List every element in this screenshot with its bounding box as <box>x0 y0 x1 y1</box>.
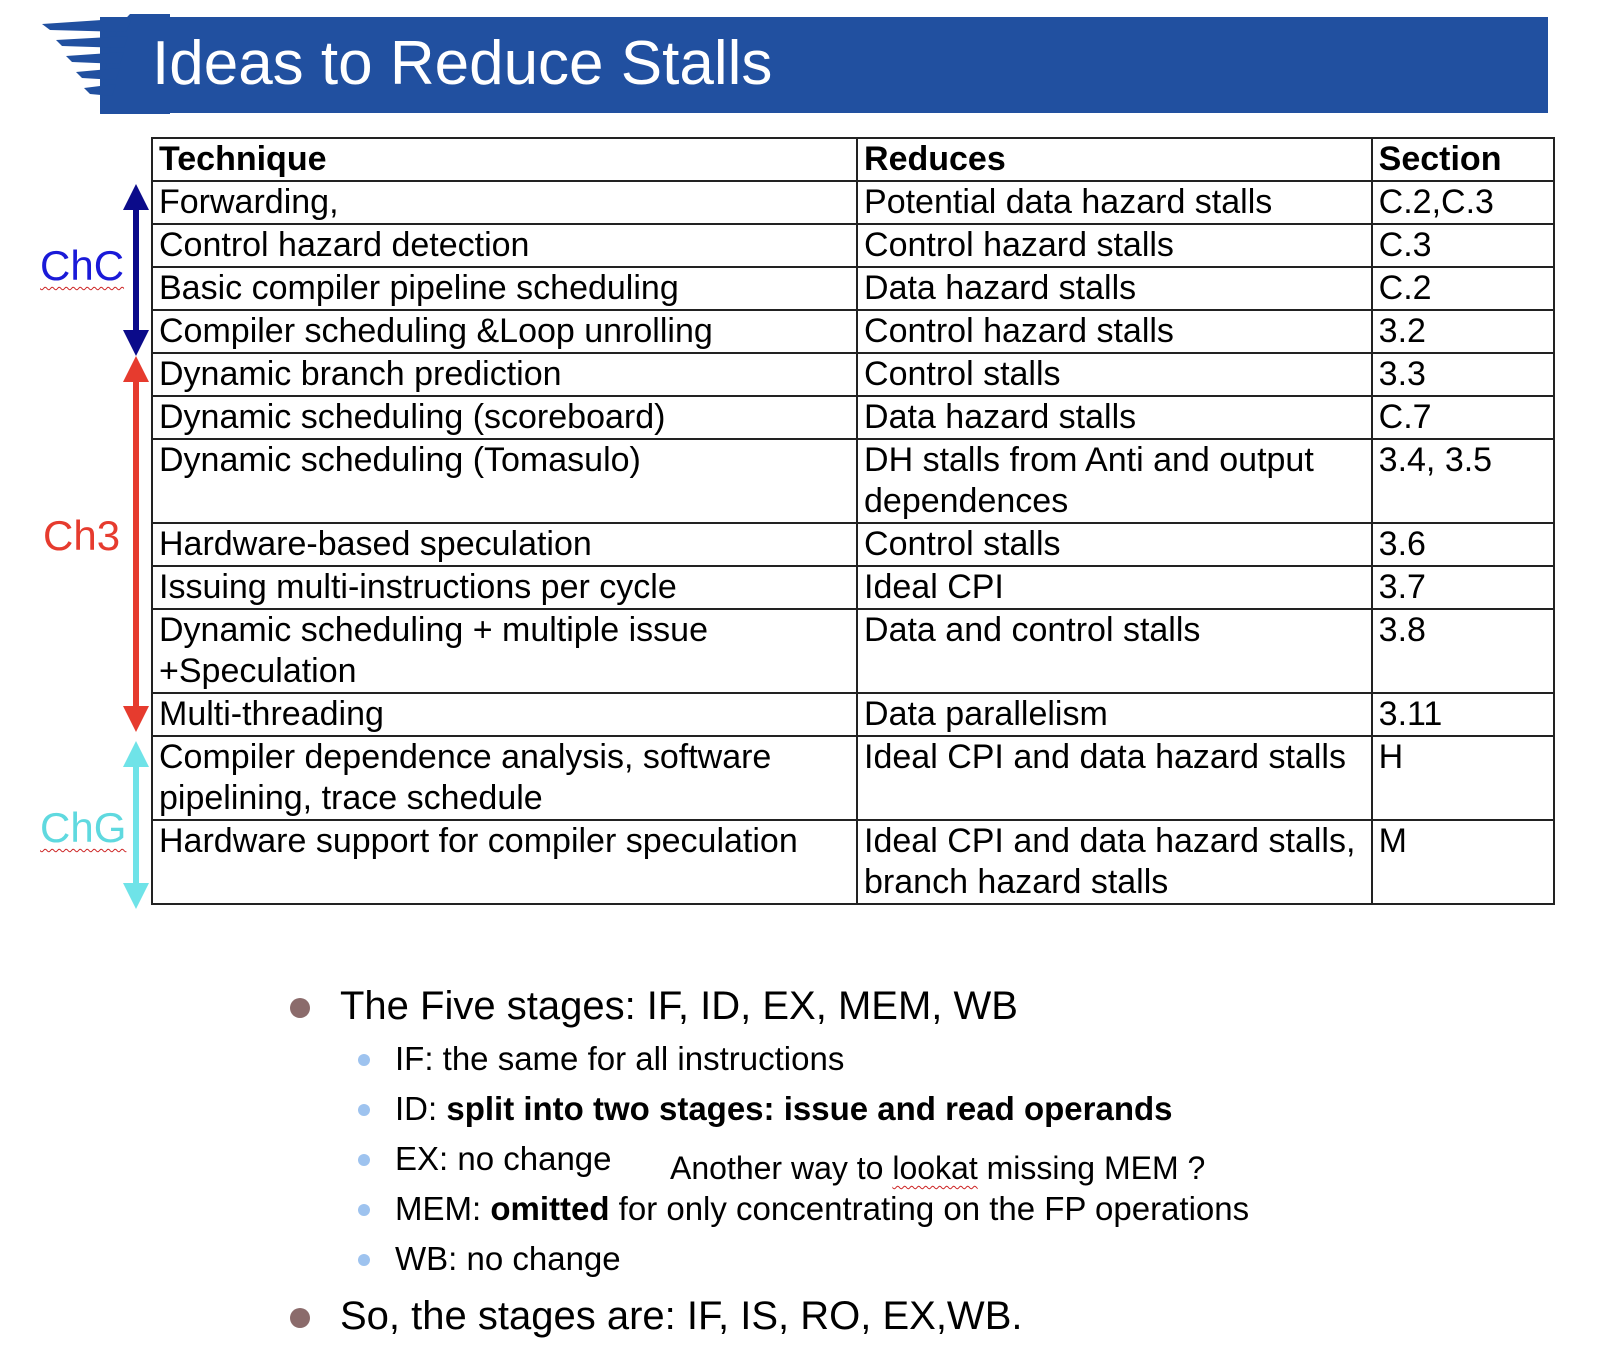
section-cell: 3.7 <box>1370 565 1556 610</box>
technique-cell: Compiler scheduling &Loop unrolling <box>150 309 859 354</box>
eagle-logo <box>42 14 170 114</box>
bullet-dot <box>358 1054 370 1066</box>
reduces-cell: Ideal CPI and data hazard stalls, branch… <box>856 819 1373 905</box>
section-cell: H <box>1370 735 1556 821</box>
sub-bullet: IF: the same for all instructions <box>290 1034 1249 1084</box>
table-row: Hardware-based speculation Control stall… <box>150 522 1556 567</box>
section-cell: 3.8 <box>1370 608 1556 694</box>
technique-cell: Issuing multi-instructions per cycle <box>150 565 859 610</box>
sub-bullet: EX: no change <box>290 1134 1249 1184</box>
bullet-list: The Five stages: IF, ID, EX, MEM, WB IF:… <box>290 978 1249 1344</box>
technique-cell: Control hazard detection <box>150 223 859 268</box>
table-row: Control hazard detection Control hazard … <box>150 223 1556 268</box>
table-header-row: Technique Reduces Section <box>150 137 1556 182</box>
ch3-range-arrow <box>123 356 149 732</box>
section-cell: 3.11 <box>1370 692 1556 737</box>
reduces-cell: Control stalls <box>856 522 1373 567</box>
table-row: Dynamic scheduling (Tomasulo) DH stalls … <box>150 438 1556 524</box>
chapter-label-chg: ChG <box>40 804 127 851</box>
table-row: Dynamic scheduling (scoreboard) Data haz… <box>150 395 1556 440</box>
table-row: Compiler scheduling &Loop unrolling Cont… <box>150 309 1556 354</box>
chapter-label-ch3: Ch3 <box>43 512 121 559</box>
technique-cell: Dynamic scheduling (scoreboard) <box>150 395 859 440</box>
technique-cell: Dynamic branch prediction <box>150 352 859 397</box>
section-cell: 3.2 <box>1370 309 1556 354</box>
table-row: Compiler dependence analysis, software p… <box>150 735 1556 821</box>
bullet-dot <box>358 1254 370 1266</box>
section-cell: C.2 <box>1370 266 1556 311</box>
section-cell: 3.6 <box>1370 522 1556 567</box>
bullet-dot <box>358 1104 370 1116</box>
annotation-note: Another way to lookat missing MEM ? <box>670 1150 1206 1186</box>
section-cell: C.7 <box>1370 395 1556 440</box>
reduces-cell: Control stalls <box>856 352 1373 397</box>
chg-range-arrow <box>123 741 149 909</box>
chc-range-arrow <box>123 184 149 356</box>
section-cell: C.3 <box>1370 223 1556 268</box>
reduces-cell: DH stalls from Anti and output dependenc… <box>856 438 1373 524</box>
reduces-cell: Data hazard stalls <box>856 266 1373 311</box>
techniques-table: Technique Reduces Section Forwarding, Po… <box>150 137 1556 905</box>
technique-cell: Hardware-based speculation <box>150 522 859 567</box>
table-row: Hardware support for compiler speculatio… <box>150 819 1556 905</box>
table-row: Issuing multi-instructions per cycle Ide… <box>150 565 1556 610</box>
section-cell: C.2,C.3 <box>1370 180 1556 225</box>
reduces-cell: Data and control stalls <box>856 608 1373 694</box>
header-technique: Technique <box>150 137 859 182</box>
bullet-dot <box>358 1154 370 1166</box>
reduces-cell: Potential data hazard stalls <box>856 180 1373 225</box>
table-row: Basic compiler pipeline scheduling Data … <box>150 266 1556 311</box>
technique-cell: Dynamic scheduling + multiple issue +Spe… <box>150 608 859 694</box>
table-row: Dynamic scheduling + multiple issue +Spe… <box>150 608 1556 694</box>
bullet-dot <box>290 998 310 1018</box>
reduces-cell: Data parallelism <box>856 692 1373 737</box>
table-row: Forwarding, Potential data hazard stalls… <box>150 180 1556 225</box>
bullet-main: So, the stages are: IF, IS, RO, EX,WB. <box>290 1288 1249 1344</box>
bullet-dot <box>290 1308 310 1328</box>
reduces-cell: Ideal CPI <box>856 565 1373 610</box>
section-cell: M <box>1370 819 1556 905</box>
section-cell: 3.4, 3.5 <box>1370 438 1556 524</box>
reduces-cell: Ideal CPI and data hazard stalls <box>856 735 1373 821</box>
section-cell: 3.3 <box>1370 352 1556 397</box>
bullet-main: The Five stages: IF, ID, EX, MEM, WB <box>290 978 1249 1034</box>
reduces-cell: Control hazard stalls <box>856 223 1373 268</box>
technique-cell: Basic compiler pipeline scheduling <box>150 266 859 311</box>
header-reduces: Reduces <box>856 137 1373 182</box>
chapter-label-chc: ChC <box>40 242 125 289</box>
technique-cell: Hardware support for compiler speculatio… <box>150 819 859 905</box>
table-row: Dynamic branch prediction Control stalls… <box>150 352 1556 397</box>
technique-cell: Dynamic scheduling (Tomasulo) <box>150 438 859 524</box>
table-row: Multi-threading Data parallelism 3.11 <box>150 692 1556 737</box>
sub-bullet: MEM: omitted for only concentrating on t… <box>290 1184 1249 1234</box>
sub-bullet: WB: no change <box>290 1234 1249 1284</box>
sub-bullet: ID: split into two stages: issue and rea… <box>290 1084 1249 1134</box>
technique-cell: Multi-threading <box>150 692 859 737</box>
page-title: Ideas to Reduce Stalls <box>152 29 773 98</box>
title-banner <box>100 17 1548 113</box>
header-section: Section <box>1370 137 1556 182</box>
technique-cell: Forwarding, <box>150 180 859 225</box>
reduces-cell: Data hazard stalls <box>856 395 1373 440</box>
technique-cell: Compiler dependence analysis, software p… <box>150 735 859 821</box>
reduces-cell: Control hazard stalls <box>856 309 1373 354</box>
bullet-dot <box>358 1204 370 1216</box>
